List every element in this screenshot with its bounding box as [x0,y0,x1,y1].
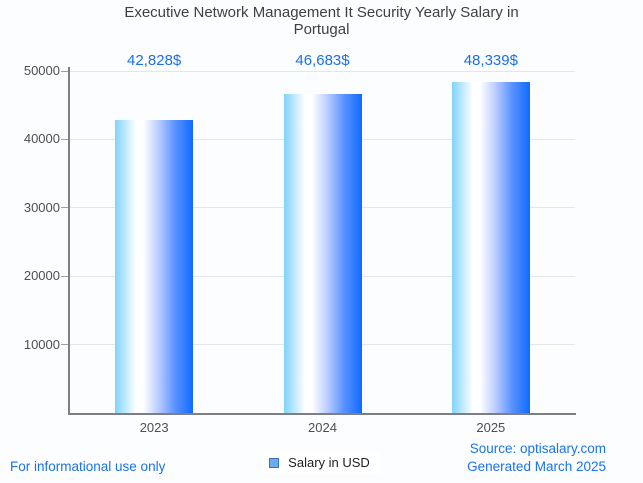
y-axis-tick-30000 [61,207,68,209]
y-axis-label-20000: 20000 [23,268,60,284]
legend-swatch-icon [269,457,280,468]
disclaimer-note: For informational use only [10,459,166,474]
value-label-2024: 46,683$ [295,52,350,69]
y-axis-label-10000: 10000 [23,336,60,352]
source-link[interactable]: Source: optisalary.com [469,441,606,456]
gridline-50000 [70,70,575,72]
y-axis-label-40000: 40000 [23,131,60,147]
y-axis-tick-20000 [61,275,68,277]
chart-title-text: Executive Network Management It Security… [124,4,519,38]
y-axis-tick-50000 [61,70,68,72]
y-axis-label-30000: 30000 [23,199,60,215]
bar-2024[interactable] [283,93,362,413]
legend-item-salary[interactable]: Salary in USD [263,452,380,474]
plot-area [70,70,575,413]
legend-row: Salary in USD [0,452,643,474]
chart-title: Executive Network Management It Security… [0,4,643,38]
x-axis-label-2023: 2023 [139,420,169,435]
x-axis-label-2024: 2024 [308,420,337,435]
legend-label: Salary in USD [288,455,370,470]
x-axis-line [68,413,576,415]
value-label-2023: 42,828$ [127,52,182,69]
y-axis-line [68,67,70,415]
y-axis-tick-10000 [61,344,68,346]
bar-2023[interactable] [115,120,194,413]
generated-date: Generated March 2025 [467,459,606,474]
y-axis-tick-40000 [61,138,68,140]
value-label-2025: 48,339$ [463,52,518,69]
y-axis-label-50000: 50000 [23,63,60,78]
source-block: Source: optisalary.com Generated March 2… [467,440,606,476]
bar-2025[interactable] [451,82,530,413]
x-axis-label-2025: 2025 [476,420,506,435]
